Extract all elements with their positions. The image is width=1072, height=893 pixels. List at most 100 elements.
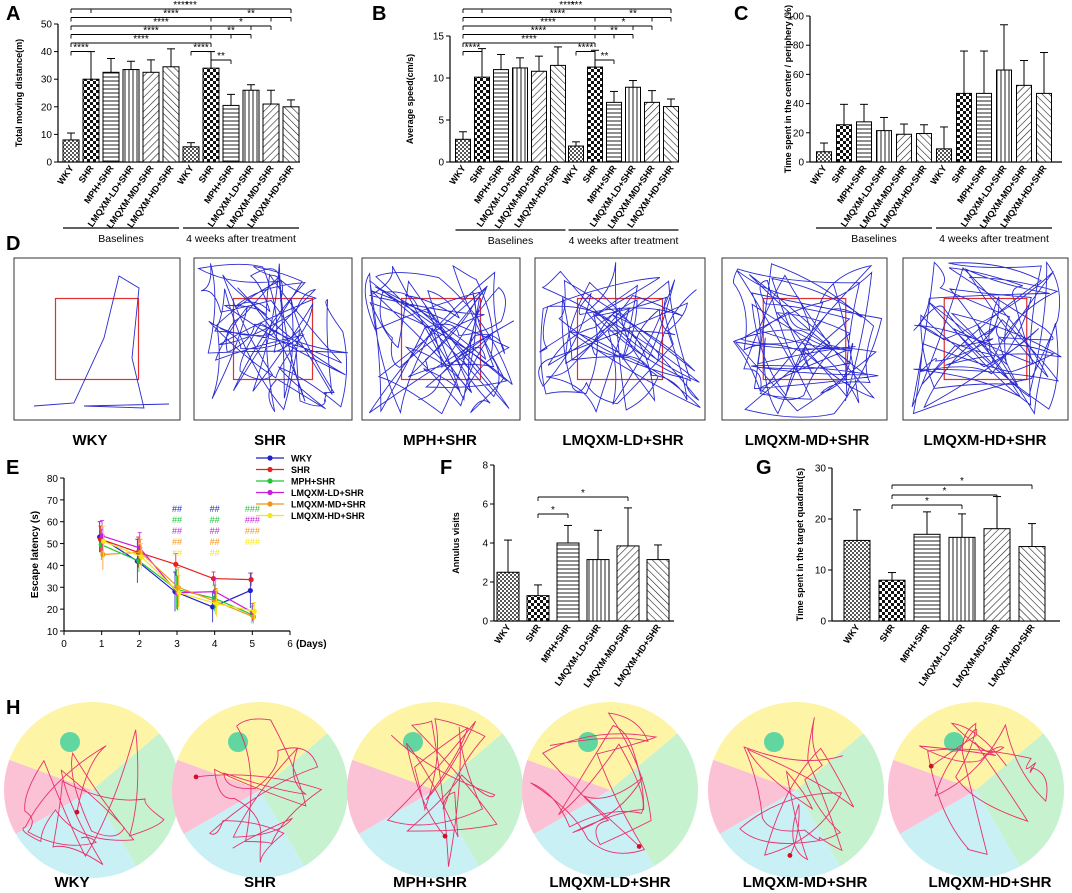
category-label: MPH+SHR (539, 622, 573, 664)
bar (182, 146, 200, 163)
category-label: SHR (830, 163, 849, 185)
bar (262, 103, 280, 163)
y-axis-title: Average speed(cm/s) (405, 54, 415, 144)
bar (896, 133, 912, 163)
y-tick-label: 50 (47, 540, 59, 551)
x-tick-label: 3 (174, 639, 180, 650)
water-maze-pool-3 (347, 702, 523, 878)
bar (816, 151, 832, 163)
category-label: SHR (950, 163, 969, 185)
legend-swatch-marker (267, 501, 273, 507)
pool-quadrant (522, 759, 610, 834)
movement-track (33, 275, 170, 409)
category-label: SHR (524, 622, 543, 644)
y-tick-label: 60 (793, 70, 805, 81)
y-tick-label: 6 (482, 500, 488, 511)
legend-label: LMQXM-MD+SHR (291, 500, 366, 510)
pool-quadrant (719, 790, 840, 879)
arena-label: MPH+SHR (403, 432, 477, 449)
y-tick-label: 20 (41, 102, 53, 113)
open-field-arena-1 (13, 257, 181, 421)
panel-letter-e: E (6, 457, 19, 479)
bar (1016, 84, 1032, 163)
sig-label: ** (247, 9, 255, 20)
platform (578, 732, 598, 752)
legend-label: SHR (291, 465, 311, 475)
pool-quadrant (15, 790, 136, 878)
swim-path (919, 722, 1048, 855)
x-axis-title: (Days) (296, 639, 327, 650)
y-tick-label: 50 (41, 20, 53, 31)
bar (1036, 92, 1052, 163)
y-tick-label: 8 (482, 461, 488, 472)
platform (228, 732, 248, 752)
data-point (214, 601, 220, 607)
y-tick-label: 70 (47, 496, 59, 507)
y-tick-label: 0 (482, 617, 488, 628)
category-label: WKY (492, 622, 512, 645)
sig-label: ** (227, 26, 235, 37)
bar (876, 130, 892, 163)
bar (856, 121, 872, 163)
legend-swatch-marker (267, 455, 273, 461)
bar (983, 528, 1011, 622)
bar (496, 571, 520, 622)
data-point (251, 608, 257, 614)
bar (62, 139, 80, 163)
bar (836, 124, 852, 163)
panel-letter-c: C (734, 3, 748, 25)
sig-label: ** (217, 51, 225, 62)
bar (102, 71, 120, 163)
y-tick-label: 40 (793, 99, 805, 110)
category-label: WKY (808, 163, 828, 186)
bar (556, 542, 580, 622)
data-point (176, 590, 182, 596)
center-zone (400, 297, 482, 381)
movement-track (732, 263, 883, 418)
bar (843, 539, 871, 622)
bar (936, 148, 952, 163)
bar (948, 536, 976, 622)
legend-swatch-marker (267, 512, 273, 519)
water-maze-pool-6 (888, 702, 1064, 879)
bar (1018, 546, 1046, 622)
y-axis-title: Total moving distance(m) (14, 39, 24, 147)
category-label: WKY (175, 163, 195, 186)
panel-letter-g: G (756, 457, 772, 479)
sig-label: * (581, 488, 585, 499)
y-tick-label: 20 (815, 515, 827, 526)
y-tick-label: 4 (482, 539, 488, 550)
pool-quadrant (3, 759, 93, 834)
platform (403, 732, 423, 752)
y-tick-label: 40 (41, 47, 53, 58)
pool-quadrant (347, 759, 435, 834)
significance-hash: ## (210, 515, 220, 525)
sig-label: * (239, 17, 243, 28)
open-field-arena-5 (721, 257, 888, 421)
bar (586, 559, 610, 622)
bar (493, 69, 509, 163)
end-point (787, 853, 793, 858)
y-tick-label: 0 (46, 158, 52, 169)
y-tick-label: 5 (438, 116, 444, 127)
end-point (636, 844, 642, 849)
y-tick-label: 20 (793, 128, 805, 139)
y-tick-label: 10 (815, 566, 827, 577)
sig-label: **** (521, 34, 537, 45)
data-point (175, 584, 181, 590)
y-tick-label: 10 (41, 130, 53, 141)
pool-quadrant (172, 759, 260, 834)
bar (587, 66, 603, 163)
open-field-arena-2 (193, 257, 353, 421)
bar (913, 533, 941, 622)
category-label: SHR (77, 163, 96, 185)
swim-path (196, 718, 323, 863)
bar (550, 64, 566, 163)
swim-path (386, 718, 498, 867)
sig-label: ** (610, 26, 618, 37)
end-point (928, 763, 934, 769)
pool-label: LMQXM-LD+SHR (549, 874, 670, 891)
category-label: MPH+SHR (898, 622, 932, 664)
